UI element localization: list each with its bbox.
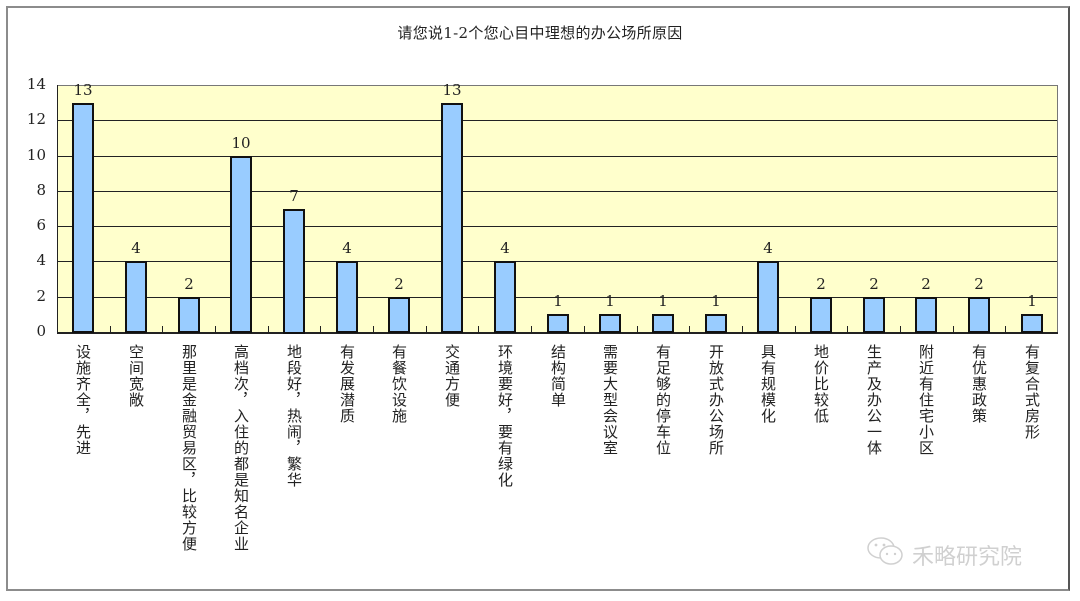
bar-value-label: 1	[1027, 292, 1037, 310]
y-tick-label: 14	[26, 75, 46, 93]
x-axis	[57, 332, 1058, 334]
x-tick	[900, 326, 901, 332]
gridline	[57, 296, 1057, 298]
bar	[125, 261, 147, 333]
plot-area	[57, 85, 1058, 332]
bar-value-label: 4	[342, 239, 352, 257]
category-label: 高档次，入住的都是知名企业	[232, 344, 250, 552]
x-tick	[953, 326, 954, 332]
bar	[441, 103, 463, 333]
watermark: 禾略研究院	[866, 536, 1022, 574]
category-label: 地段好，热闹，繁华	[285, 344, 303, 488]
category-label: 地价比较低	[812, 344, 830, 424]
bar	[72, 103, 94, 333]
bar	[283, 209, 305, 334]
y-tick-label: 10	[26, 145, 46, 164]
y-tick-label: 0	[36, 322, 46, 340]
bar-value-label: 2	[869, 275, 879, 293]
bar	[968, 297, 990, 333]
bar-value-label: 1	[658, 292, 668, 310]
category-label: 结构简单	[549, 344, 567, 408]
x-tick	[268, 326, 269, 332]
bar	[1021, 314, 1043, 333]
bar	[863, 297, 885, 333]
gridline	[57, 190, 1057, 192]
category-label: 有复合式房形	[1023, 344, 1041, 440]
category-label: 有优惠政策	[970, 344, 988, 424]
x-tick	[584, 326, 585, 332]
x-tick	[110, 326, 111, 332]
x-tick	[215, 326, 216, 332]
x-tick	[426, 326, 427, 332]
bar	[705, 314, 727, 333]
x-tick	[742, 326, 743, 332]
bar	[547, 314, 569, 333]
bar-value-label: 2	[816, 275, 826, 293]
watermark-text: 禾略研究院	[912, 545, 1023, 570]
bar-value-label: 2	[184, 275, 194, 293]
category-label: 生产及办公一体	[865, 344, 883, 456]
category-label: 有足够的停车位	[654, 344, 672, 456]
y-tick-label: 2	[36, 286, 46, 305]
x-tick	[373, 326, 374, 332]
gridline	[57, 261, 1057, 263]
bar	[915, 297, 937, 333]
x-tick	[162, 326, 163, 332]
category-label: 环境要好，要有绿化	[496, 344, 514, 488]
y-tick-label: 8	[36, 180, 46, 199]
bar-value-label: 10	[231, 134, 251, 152]
x-tick	[478, 326, 479, 332]
gridline	[57, 226, 1057, 228]
x-tick	[637, 326, 638, 332]
bar	[388, 297, 410, 333]
y-tick-label: 12	[26, 110, 46, 129]
x-tick	[320, 326, 321, 332]
bar	[810, 297, 832, 333]
category-label: 有发展潜质	[338, 344, 356, 424]
category-label: 有餐饮设施	[390, 344, 408, 424]
bar	[599, 314, 621, 333]
bar	[178, 297, 200, 333]
category-label: 具有规模化	[759, 344, 777, 424]
bar-value-label: 7	[289, 187, 299, 205]
y-tick-label: 4	[36, 251, 46, 270]
category-label: 开放式办公场所	[707, 344, 725, 456]
category-label: 设施齐全，先进	[74, 344, 92, 456]
bar-value-label: 2	[394, 275, 404, 293]
y-tick-label: 6	[36, 216, 46, 235]
bar	[230, 156, 252, 333]
x-tick	[1005, 326, 1006, 332]
bar	[494, 261, 516, 333]
bar-value-label: 4	[763, 239, 773, 257]
category-label: 那里是金融贸易区，比较方便	[180, 344, 198, 552]
x-tick	[847, 326, 848, 332]
x-tick	[531, 326, 532, 332]
x-tick	[795, 326, 796, 332]
bar-value-label: 2	[921, 275, 931, 293]
bar-value-label: 1	[553, 292, 563, 310]
bar-value-label: 1	[605, 292, 615, 310]
bar	[652, 314, 674, 333]
bar	[757, 261, 779, 333]
category-label: 空间宽敞	[127, 344, 145, 408]
bar	[336, 261, 358, 333]
category-label: 附近有住宅小区	[917, 344, 935, 456]
bar-value-label: 13	[73, 81, 93, 99]
bar-value-label: 1	[711, 292, 721, 310]
gridline	[57, 155, 1057, 157]
x-tick	[689, 326, 690, 332]
gridline	[57, 120, 1057, 122]
bar-value-label: 4	[131, 239, 141, 257]
bar-value-label: 4	[500, 239, 510, 257]
category-label: 交通方便	[443, 344, 461, 408]
bar-value-label: 2	[974, 275, 984, 293]
chart-title: 请您说1-2个您心目中理想的办公场所原因	[397, 24, 683, 42]
bar-value-label: 13	[442, 81, 462, 99]
wechat-icon	[866, 536, 906, 574]
category-label: 需要大型会议室	[601, 344, 619, 456]
y-axis	[57, 85, 58, 333]
